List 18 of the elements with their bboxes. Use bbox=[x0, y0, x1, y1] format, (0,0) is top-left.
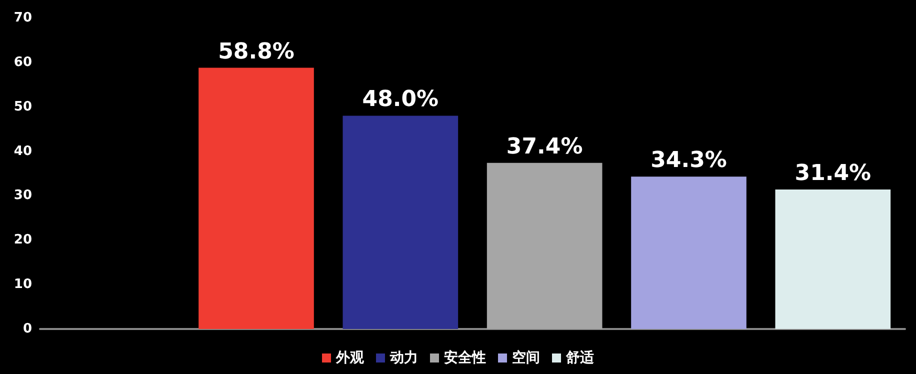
y-tick-label: 50 bbox=[14, 99, 32, 114]
data-label: 37.4% bbox=[506, 134, 583, 160]
y-tick-label: 60 bbox=[14, 54, 32, 70]
legend-label: 安全性 bbox=[444, 349, 486, 366]
data-label: 48.0% bbox=[362, 87, 439, 112]
legend-label: 外观 bbox=[335, 350, 365, 366]
y-tick-label: 10 bbox=[14, 277, 32, 292]
y-tick-label: 0 bbox=[22, 322, 32, 336]
data-label: 58.8% bbox=[218, 39, 294, 64]
y-tick-label: 30 bbox=[14, 188, 32, 204]
data-label: 31.4% bbox=[794, 160, 872, 186]
y-tick-label: 40 bbox=[14, 144, 32, 159]
y-tick-label: 70 bbox=[14, 10, 32, 26]
legend-label: 空间 bbox=[512, 349, 540, 366]
legend-label: 动力 bbox=[389, 350, 418, 366]
data-label: 34.3% bbox=[650, 148, 727, 174]
legend-label: 舒适 bbox=[565, 349, 595, 366]
y-tick-label: 20 bbox=[14, 232, 32, 248]
